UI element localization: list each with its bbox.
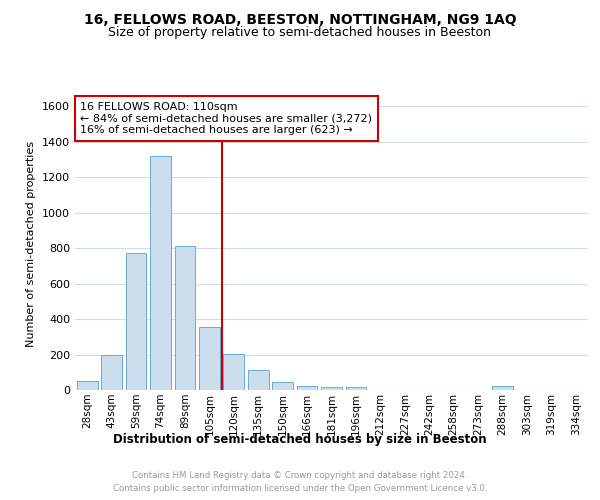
Bar xyxy=(346,388,367,390)
Text: Contains HM Land Registry data © Crown copyright and database right 2024.: Contains HM Land Registry data © Crown c… xyxy=(132,471,468,480)
Bar xyxy=(150,156,171,390)
Text: Distribution of semi-detached houses by size in Beeston: Distribution of semi-detached houses by … xyxy=(113,432,487,446)
Text: Contains public sector information licensed under the Open Government Licence v3: Contains public sector information licen… xyxy=(113,484,487,493)
Bar xyxy=(248,370,269,390)
Bar xyxy=(223,354,244,390)
Text: Size of property relative to semi-detached houses in Beeston: Size of property relative to semi-detach… xyxy=(109,26,491,39)
Text: 16, FELLOWS ROAD, BEESTON, NOTTINGHAM, NG9 1AQ: 16, FELLOWS ROAD, BEESTON, NOTTINGHAM, N… xyxy=(83,12,517,26)
Bar xyxy=(175,246,196,390)
Bar xyxy=(296,386,317,390)
Y-axis label: Number of semi-detached properties: Number of semi-detached properties xyxy=(26,141,37,347)
Bar xyxy=(492,386,513,390)
Bar xyxy=(77,381,98,390)
Text: 16 FELLOWS ROAD: 110sqm
← 84% of semi-detached houses are smaller (3,272)
16% of: 16 FELLOWS ROAD: 110sqm ← 84% of semi-de… xyxy=(80,102,372,135)
Bar xyxy=(125,252,146,390)
Bar xyxy=(199,327,220,390)
Bar xyxy=(101,354,122,390)
Bar xyxy=(272,382,293,390)
Bar xyxy=(321,388,342,390)
